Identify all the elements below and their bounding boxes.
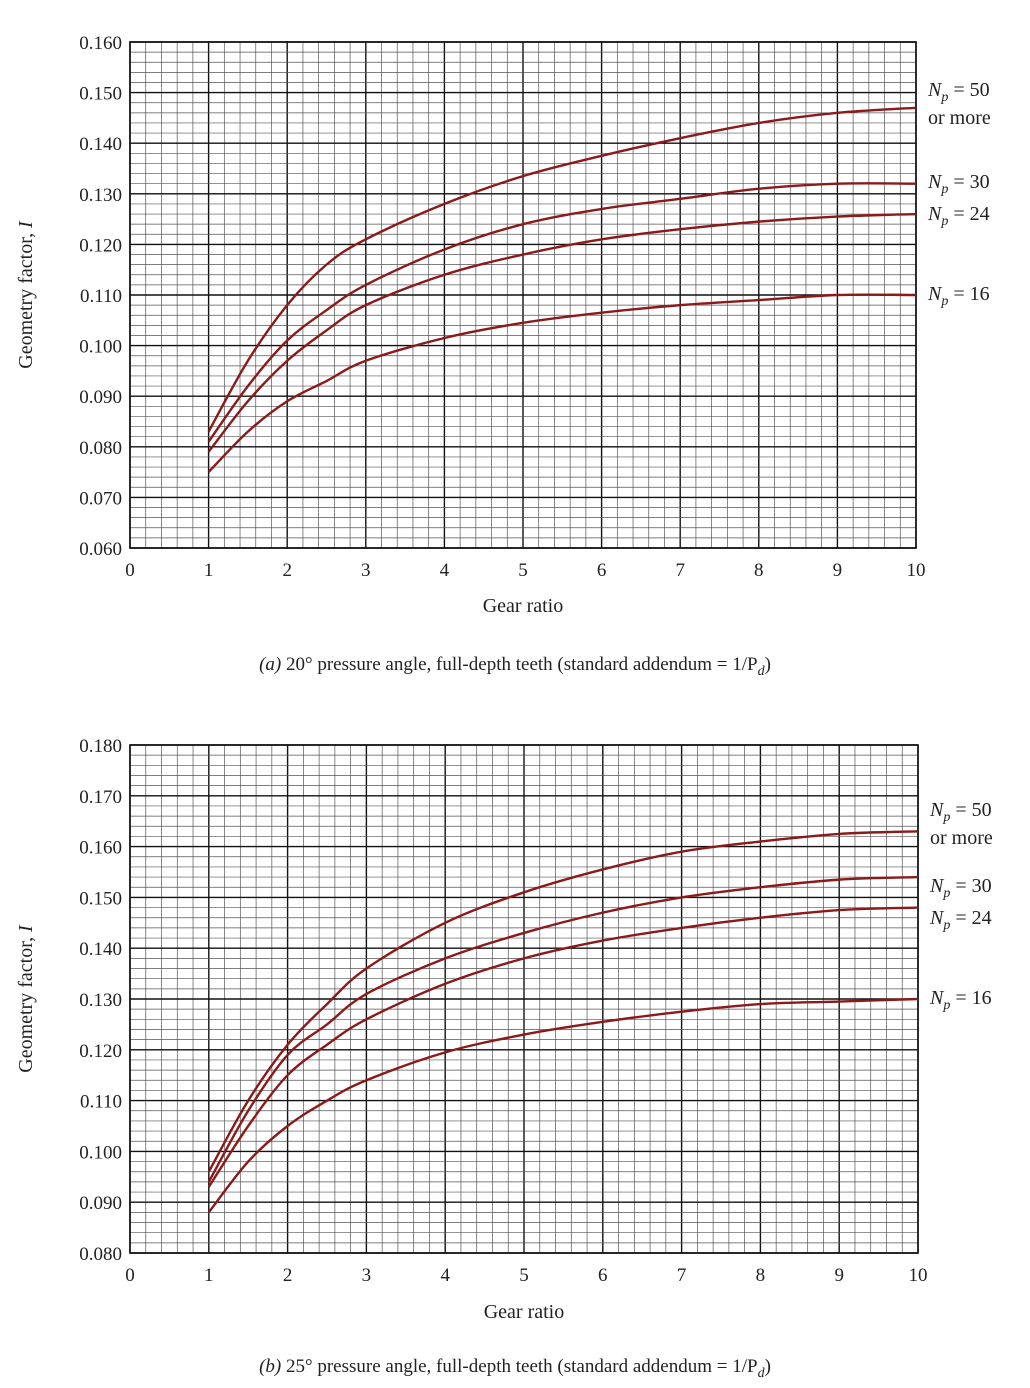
series-label-line2: or more — [930, 827, 993, 849]
y-tick-label: 0.090 — [79, 1193, 122, 1214]
x-tick-label: 2 — [283, 1265, 293, 1286]
series-line-np-30 — [207, 875, 919, 1183]
series-label: Np = 24 — [929, 907, 992, 933]
series-label: Np = 50 — [927, 79, 990, 105]
x-tick-label: 10 — [909, 1265, 928, 1286]
series-line-np-24 — [207, 906, 919, 1188]
x-tick-label: 1 — [204, 1265, 214, 1286]
x-tick-label: 2 — [282, 560, 292, 581]
y-tick-label: 0.100 — [79, 337, 122, 358]
x-tick-label: 0 — [125, 560, 135, 581]
series-line-np-50 — [207, 106, 917, 433]
x-tick-label: 7 — [675, 560, 685, 581]
y-tick-label: 0.130 — [79, 990, 122, 1011]
series-line-np-24 — [207, 212, 917, 453]
x-tick-label: 8 — [756, 1265, 766, 1286]
series-line-np-16 — [207, 293, 917, 473]
y-tick-label: 0.150 — [79, 84, 122, 105]
y-tick-label: 0.090 — [79, 387, 122, 408]
y-tick-label: 0.130 — [79, 185, 122, 206]
x-axis-title: Gear ratio — [483, 595, 564, 617]
chart-panel-a: 0 1 2 3 4 5 6 7 8 9 10 0.060 0.070 0.080 0.090 0.100 0.1… — [15, 33, 991, 679]
chart-panel-b: 0 1 2 3 4 5 6 7 8 9 10 0.080 0.090 0.100 0.110 0.120 0.1… — [15, 736, 993, 1381]
y-tick-label: 0.140 — [79, 939, 122, 960]
x-tick-label: 9 — [834, 1265, 844, 1286]
y-axis-title: Geometry factor, I — [15, 924, 37, 1073]
x-tick-label: 6 — [597, 560, 607, 581]
x-axis-title: Gear ratio — [484, 1301, 565, 1323]
series-label: Np = 30 — [927, 171, 990, 197]
y-tick-label: 0.120 — [79, 235, 122, 256]
x-tick-label: 3 — [362, 1265, 372, 1286]
x-tick-label: 0 — [125, 1265, 135, 1286]
y-tick-label: 0.160 — [79, 33, 122, 54]
chart-caption: (b) 25° pressure angle, full-depth teeth… — [259, 1356, 771, 1381]
y-tick-label: 0.150 — [79, 888, 122, 909]
y-axis-title: Geometry factor, I — [15, 220, 37, 369]
y-tick-label: 0.140 — [79, 134, 122, 155]
y-tick-label: 0.160 — [79, 838, 122, 859]
y-tick-label: 0.180 — [79, 736, 122, 757]
x-tick-label: 8 — [754, 560, 764, 581]
series-line-np-30 — [207, 182, 917, 443]
x-tick-label: 1 — [204, 560, 214, 581]
x-tick-label: 4 — [440, 1265, 450, 1286]
series-label: Np = 24 — [927, 203, 990, 229]
x-tick-label: 5 — [518, 560, 528, 581]
x-tick-label: 6 — [598, 1265, 608, 1286]
y-tick-label: 0.070 — [79, 488, 122, 509]
series-line-np-16 — [207, 997, 919, 1214]
grid — [129, 744, 919, 1254]
y-tick-label: 0.100 — [79, 1142, 122, 1163]
x-tick-label: 4 — [440, 560, 450, 581]
series-label: Np = 50 — [929, 799, 992, 825]
y-tick-label: 0.110 — [80, 1092, 122, 1113]
series-label-line2: or more — [928, 107, 991, 129]
series-label: Np = 30 — [929, 875, 992, 901]
y-tick-label: 0.120 — [79, 1041, 122, 1062]
chart-caption: (a) 20° pressure angle, full-depth teeth… — [259, 654, 771, 679]
series-line-np-50 — [207, 830, 919, 1173]
x-tick-label: 3 — [361, 560, 371, 581]
series-label: Np = 16 — [927, 283, 990, 309]
grid — [129, 41, 917, 549]
y-tick-label: 0.170 — [79, 787, 122, 808]
x-tick-label: 10 — [907, 560, 926, 581]
x-tick-label: 7 — [677, 1265, 687, 1286]
y-tick-label: 0.060 — [79, 539, 122, 560]
y-tick-label: 0.080 — [79, 1244, 122, 1265]
y-tick-label: 0.080 — [79, 438, 122, 459]
series-label: Np = 16 — [929, 987, 992, 1013]
x-tick-label: 9 — [833, 560, 843, 581]
x-tick-label: 5 — [519, 1265, 529, 1286]
y-tick-label: 0.110 — [80, 286, 122, 307]
